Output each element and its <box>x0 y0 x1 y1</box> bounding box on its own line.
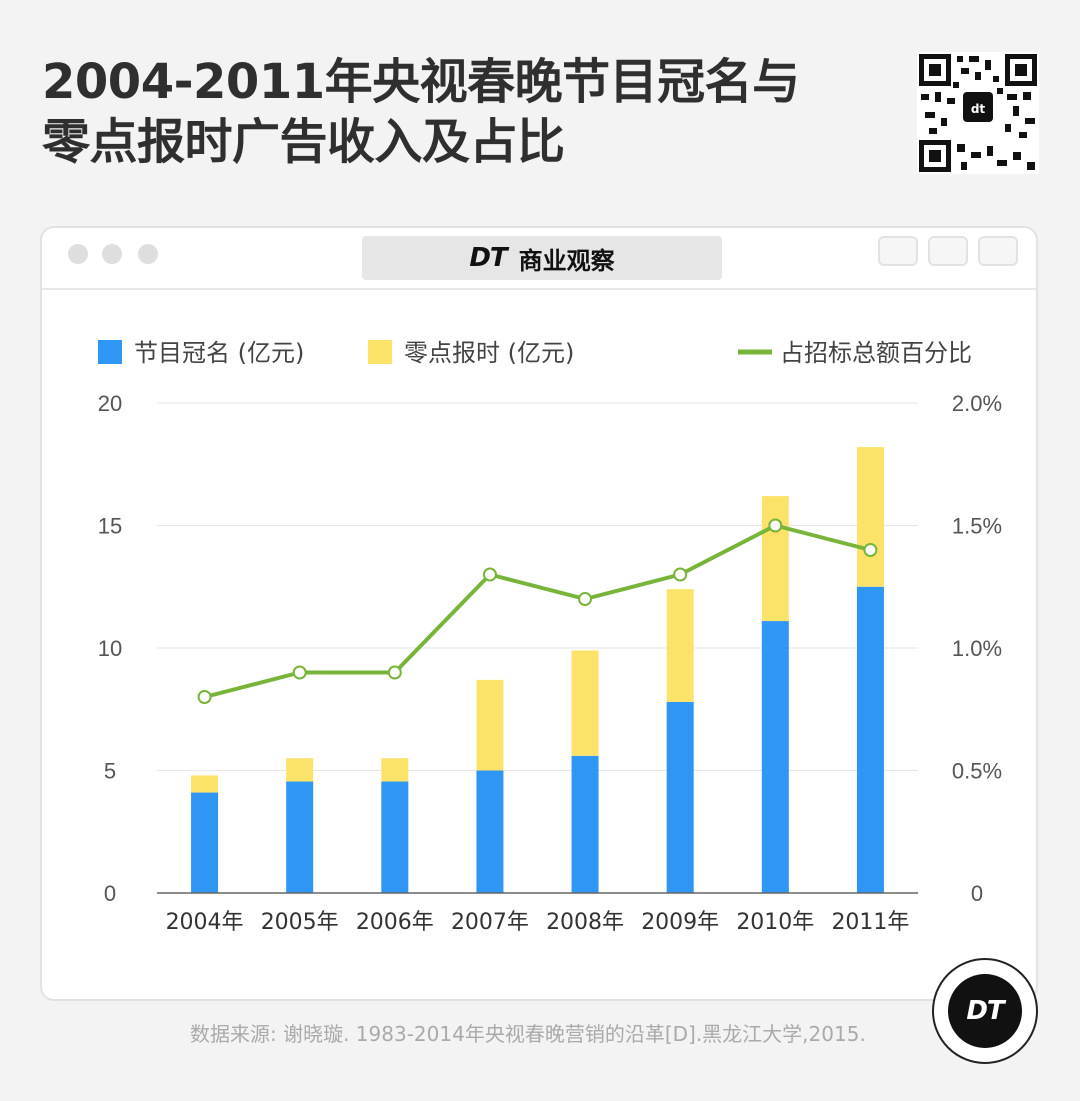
minimize-icon[interactable] <box>102 244 122 264</box>
bar-naming <box>381 781 409 893</box>
legend-label-naming: 节目冠名 (亿元) <box>134 339 304 367</box>
percent-point <box>387 665 402 680</box>
svg-text:dt: dt <box>971 102 986 116</box>
bar-countdown <box>476 679 504 771</box>
bar-naming <box>666 701 694 893</box>
bar-naming <box>191 792 219 893</box>
brand-name: 商业观察 <box>518 246 615 275</box>
percent-point <box>482 567 497 582</box>
x-tick-label: 2010年 <box>736 910 814 935</box>
y2-tick-label: 1.5% <box>952 514 1002 539</box>
copy-icon[interactable] <box>978 236 1018 266</box>
x-tick-label: 2008年 <box>546 910 624 935</box>
window-title-bar: DT 商业观察 <box>42 228 1036 290</box>
dt-badge: DT <box>932 958 1038 1064</box>
x-tick-label: 2009年 <box>641 910 719 935</box>
x-tick-label: 2005年 <box>261 910 339 935</box>
share-icon[interactable] <box>928 236 968 266</box>
percent-point <box>292 665 307 680</box>
x-tick-label: 2006年 <box>356 910 434 935</box>
x-tick-label: 2011年 <box>831 910 909 935</box>
percent-point <box>197 690 212 704</box>
y-tick-label: 5 <box>104 759 116 784</box>
percent-line <box>197 518 878 704</box>
legend-swatch-naming <box>98 340 122 364</box>
close-icon[interactable] <box>68 244 88 264</box>
y2-tick-label: 0.5% <box>952 759 1002 784</box>
bar-countdown <box>381 758 409 782</box>
bar-countdown <box>761 496 789 622</box>
bars <box>191 447 884 893</box>
qr-code-icon: dt <box>917 52 1039 174</box>
x-tick-label: 2007年 <box>451 910 529 935</box>
percent-point <box>863 543 878 557</box>
bar-naming <box>856 586 884 893</box>
percent-point <box>768 518 783 533</box>
brand-logo: DT <box>469 243 507 273</box>
legend-swatch-countdown <box>368 340 392 364</box>
legend-label-percent: 占招标总额百分比 <box>780 339 972 367</box>
percent-point <box>673 567 688 582</box>
y-tick-label: 0 <box>104 881 116 906</box>
y2-tick-label: 2.0% <box>952 391 1002 416</box>
bar-countdown <box>571 650 599 756</box>
y-tick-label: 10 <box>98 636 122 661</box>
axes: 0 0 5 0.5% 10 1.0% 15 1.5% 20 2.0% 2004年 2005年 2006年… <box>98 391 1002 935</box>
y-tick-label: 15 <box>98 514 122 539</box>
percent-series-line <box>204 523 871 699</box>
chart-title: 2004-2011年央视春晚节目冠名与 零点报时广告收入及占比 <box>42 52 862 172</box>
gridlines <box>157 402 918 771</box>
legend-label-countdown: 零点报时 (亿元) <box>404 339 574 367</box>
y-tick-label: 20 <box>98 391 122 416</box>
legend: 节目冠名 (亿元) 零点报时 (亿元) 占招标总额百分比 <box>98 339 972 367</box>
dt-logo-icon: DT <box>948 974 1022 1048</box>
data-source: 数据来源: 谢晓璇. 1983-2014年央视春晚营销的沿革[D].黑龙江大学,… <box>190 1022 866 1046</box>
bar-countdown <box>856 447 884 587</box>
bar-naming <box>286 781 314 893</box>
title-line-1: 2004-2011年央视春晚节目冠名与 <box>42 54 800 110</box>
bar-naming <box>571 755 599 893</box>
y2-tick-label: 0 <box>971 881 983 906</box>
address-bar: DT 商业观察 <box>362 236 722 280</box>
bar-countdown <box>286 758 314 782</box>
bar-countdown <box>666 589 694 702</box>
percent-point <box>578 592 593 606</box>
maximize-icon[interactable] <box>138 244 158 264</box>
title-line-2: 零点报时广告收入及占比 <box>42 114 565 170</box>
bar-naming <box>761 621 789 893</box>
x-tick-label: 2004年 <box>166 910 244 935</box>
y2-tick-label: 1.0% <box>952 636 1002 661</box>
bar-countdown <box>191 775 219 793</box>
record-icon[interactable] <box>878 236 918 266</box>
bar-naming <box>476 770 504 893</box>
